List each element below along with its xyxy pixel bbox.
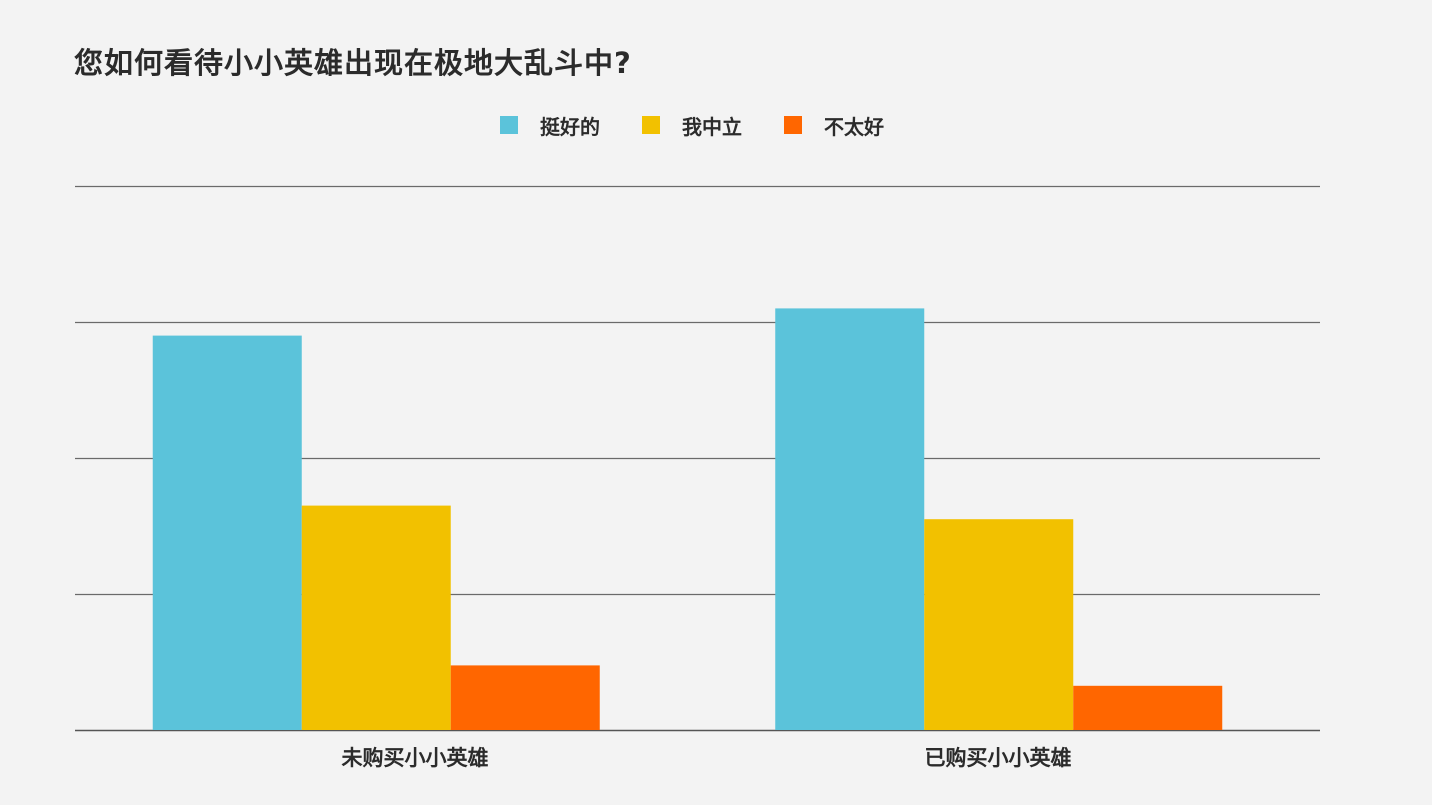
category-label-not-purchased: 未购买小小英雄: [341, 746, 489, 770]
legend-label-bad: 不太好: [824, 114, 884, 139]
legend: 挺好的 我中立 不太好: [500, 110, 926, 140]
legend-swatch-good: [500, 116, 518, 134]
legend-item-good: 挺好的: [500, 111, 600, 140]
legend-swatch-bad: [784, 116, 802, 134]
legend-label-neutral: 我中立: [682, 114, 742, 139]
bar-neutral-cat1: [924, 519, 1074, 730]
chart-title: 您如何看待小小英雄出现在极地大乱斗中?: [74, 46, 632, 80]
legend-swatch-neutral: [642, 116, 660, 134]
legend-item-neutral: 我中立: [642, 111, 742, 140]
bar-good-cat1: [775, 308, 925, 730]
bar-neutral-cat0: [301, 505, 451, 730]
legend-item-bad: 不太好: [784, 111, 884, 140]
bar-bad-cat1: [1073, 685, 1223, 730]
bar-bad-cat0: [450, 665, 600, 730]
legend-label-good: 挺好的: [540, 114, 600, 139]
category-label-purchased: 已购买小小英雄: [924, 746, 1072, 770]
bar-good-cat0: [152, 335, 302, 730]
